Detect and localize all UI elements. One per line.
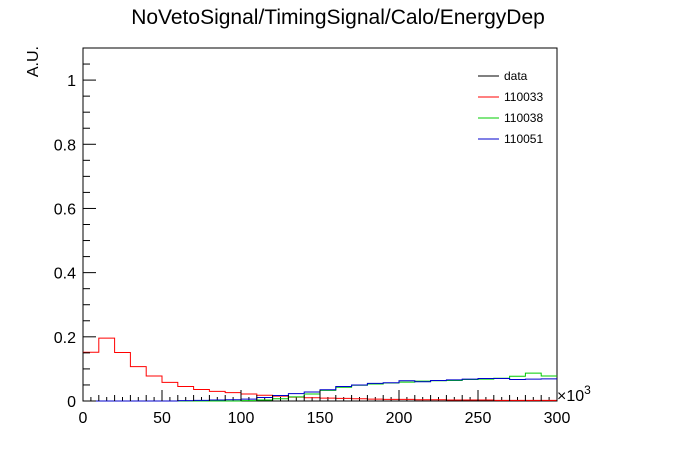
x-axis-multiplier-base: ×10 [557,388,584,405]
y-tick-label: 1 [67,73,76,90]
legend-110033-label: 110033 [504,90,543,104]
x-tick-label: 200 [386,410,413,427]
y-tick-label: 0.8 [54,137,76,154]
x-tick-label: 150 [307,410,334,427]
y-tick-label: 0.4 [54,266,76,283]
x-axis-multiplier: ×103 [557,383,591,405]
x-axis-multiplier-exponent: 3 [584,383,591,397]
x-tick-label: 100 [228,410,255,427]
x-tick-label: 50 [153,410,171,427]
x-tick-label: 300 [544,410,571,427]
x-tick-label: 250 [465,410,492,427]
y-tick-label: 0 [67,394,76,411]
y-tick-label: 0.6 [54,201,76,218]
y-tick-label: 0.2 [54,330,76,347]
plot-frame [82,47,558,402]
plot-area: 0 50 100 150 200 250 300 0 0.2 0.4 0.6 0.8 1 [54,47,571,427]
legend-data-label: data [504,69,528,83]
legend-110051-label: 110051 [504,132,543,146]
chart-title: NoVetoSignal/TimingSignal/Calo/EnergyDep [131,6,545,29]
x-tick-label: 0 [79,410,88,427]
y-axis-label: A.U. [25,46,42,77]
legend: data 110033 110038 110051 [478,69,543,146]
legend-110038-label: 110038 [504,111,543,125]
